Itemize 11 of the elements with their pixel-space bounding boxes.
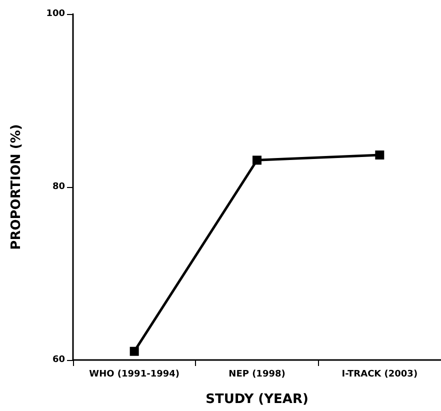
y-tick-label: 100 bbox=[46, 9, 65, 19]
y-tick-label: 60 bbox=[52, 355, 65, 365]
y-tick-label: 80 bbox=[52, 182, 65, 192]
x-axis-title: STUDY (YEAR) bbox=[206, 392, 308, 407]
y-axis-title: PROPORTION (%) bbox=[9, 124, 24, 250]
point bbox=[252, 156, 262, 165]
x-tick-label: WHO (1991-1994) bbox=[89, 370, 180, 380]
point bbox=[130, 346, 139, 356]
x-tick-label: NEP (1998) bbox=[228, 370, 286, 380]
x-tick-label: I-TRACK (2003) bbox=[342, 370, 418, 380]
point bbox=[375, 150, 384, 160]
